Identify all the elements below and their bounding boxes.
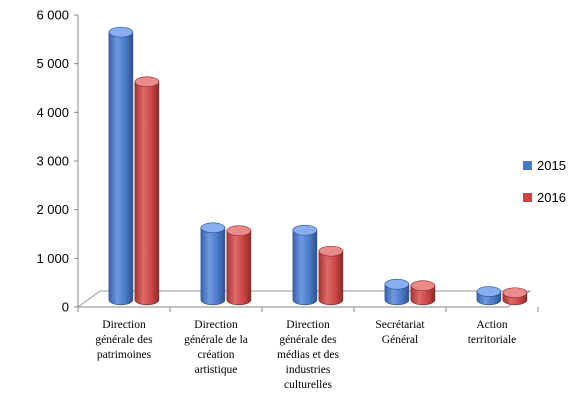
bar-body <box>384 283 410 306</box>
bar-top <box>502 287 528 299</box>
bar-body <box>134 81 160 306</box>
bar-top <box>200 222 226 234</box>
bar-top <box>292 224 318 236</box>
bar-top <box>226 225 252 236</box>
legend-label-2016: 2016 <box>537 190 566 205</box>
bar-top <box>108 26 134 38</box>
bar-2015-4 <box>476 286 502 306</box>
x-category-label-line: médias et des <box>277 349 339 361</box>
x-category-label-line: Action <box>476 319 508 331</box>
y-tick-label: 5 000 <box>36 56 69 71</box>
y-tick-label: 2 000 <box>36 202 69 217</box>
x-category-label-line: culturelles <box>284 379 332 391</box>
x-category-label: Direction générale de la création artistiqu… <box>170 318 262 378</box>
x-category-label: Direction générale des patrimoines <box>78 318 170 363</box>
bar-2016-3 <box>410 280 436 306</box>
x-category-label: Direction générale des médias et des indust… <box>262 318 354 393</box>
bar-body <box>200 227 226 306</box>
bar-2015-1 <box>200 222 226 306</box>
bar-body <box>108 31 134 306</box>
bar-top <box>384 278 410 290</box>
y-tick-label: 3 000 <box>36 154 69 169</box>
x-category-label-line: Direction <box>286 319 330 331</box>
x-category-label: Action territoriale <box>446 318 538 348</box>
bar-body <box>410 285 436 306</box>
x-category-label-line: industries <box>285 364 331 376</box>
legend-swatch-2015 <box>523 161 532 170</box>
bar-top <box>476 286 502 297</box>
x-category-label-line: générale des <box>95 334 153 346</box>
y-tick-label: 1 000 <box>36 251 69 266</box>
axis-layer: 0 1 000 2 000 3 000 4 000 5 000 6 000 <box>36 8 79 315</box>
x-category-label-line: générale des <box>279 334 337 346</box>
bar-2015-2 <box>292 224 318 306</box>
legend-label-2015: 2015 <box>537 158 566 173</box>
x-category-label-line: Général <box>381 334 419 346</box>
x-category-label: Secrétariat Général <box>354 318 446 348</box>
x-category-label-line: territoriale <box>467 334 517 346</box>
y-tick-label: 4 000 <box>36 105 69 120</box>
legend-swatch-2016 <box>523 193 532 202</box>
bar-2015-0 <box>108 26 134 306</box>
bar-2016-0 <box>134 76 160 306</box>
x-category-label-line: générale de la <box>184 334 248 346</box>
x-category-label-line: Direction <box>102 319 146 331</box>
x-category-label-line: Direction <box>194 319 238 331</box>
x-category-label-line: artistique <box>194 364 238 376</box>
y-tick-label: 6 000 <box>36 8 69 23</box>
bar-2015-3 <box>384 278 410 306</box>
bar-top <box>318 245 344 257</box>
bar-2016-4 <box>502 287 528 306</box>
bar-2016-2 <box>318 245 344 306</box>
x-category-label-line: Secrétariat <box>375 319 425 331</box>
bar-top <box>134 76 160 88</box>
bars-layer <box>108 26 528 306</box>
bar-body <box>292 229 318 306</box>
x-category-label-line: patrimoines <box>96 349 152 361</box>
bar-top <box>410 280 436 291</box>
y-tick-label: 0 <box>62 300 69 315</box>
bar-2016-1 <box>226 225 252 306</box>
legend: 2015 2016 <box>523 158 566 205</box>
bar-body <box>226 230 252 306</box>
x-category-label-line: création <box>197 349 235 361</box>
bar-body <box>318 250 344 306</box>
